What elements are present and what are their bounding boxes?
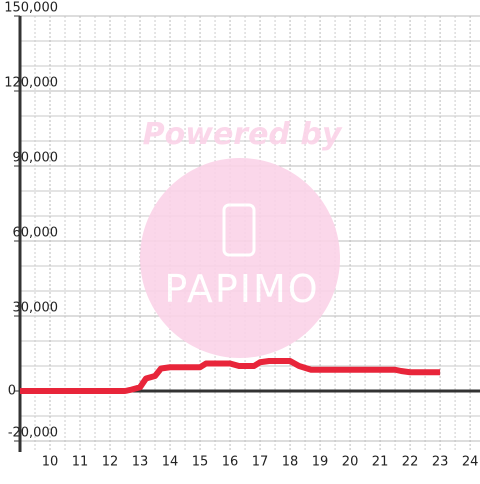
x-tick-label: 23 (432, 455, 449, 470)
x-tick-label: 17 (252, 455, 269, 470)
x-tick-label: 24 (462, 455, 479, 470)
x-tick-label: 21 (372, 455, 389, 470)
x-tick-label: 16 (222, 455, 239, 470)
x-tick-label: 19 (312, 455, 329, 470)
x-tick-label: 14 (162, 455, 179, 470)
y-tick-label: 150,000 (4, 1, 58, 16)
x-tick-label: 10 (42, 455, 59, 470)
watermark: Powered by PAPIMO (140, 117, 343, 358)
y-tick-label: 0 (8, 384, 16, 399)
y-tick-label: 30,000 (13, 301, 59, 316)
x-tick-label: 11 (72, 455, 89, 470)
x-tick-label: 12 (102, 455, 119, 470)
x-tick-label: 15 (192, 455, 209, 470)
y-tick-label: 90,000 (13, 151, 59, 166)
watermark-caption: Powered by (143, 117, 343, 152)
data-line (20, 358, 441, 394)
y-tick-label: 120,000 (4, 76, 58, 91)
x-tick-label: 13 (132, 455, 149, 470)
watermark-phone (222, 203, 256, 257)
y-tick-label: -20,000 (8, 426, 58, 441)
x-tick-label: 18 (282, 455, 299, 470)
watermark-logo: PAPIMO (164, 267, 319, 311)
x-tick-label: 22 (402, 455, 419, 470)
y-tick-label: 60,000 (13, 226, 59, 241)
x-tick-label: 20 (342, 455, 359, 470)
watermark-circle (140, 158, 340, 358)
